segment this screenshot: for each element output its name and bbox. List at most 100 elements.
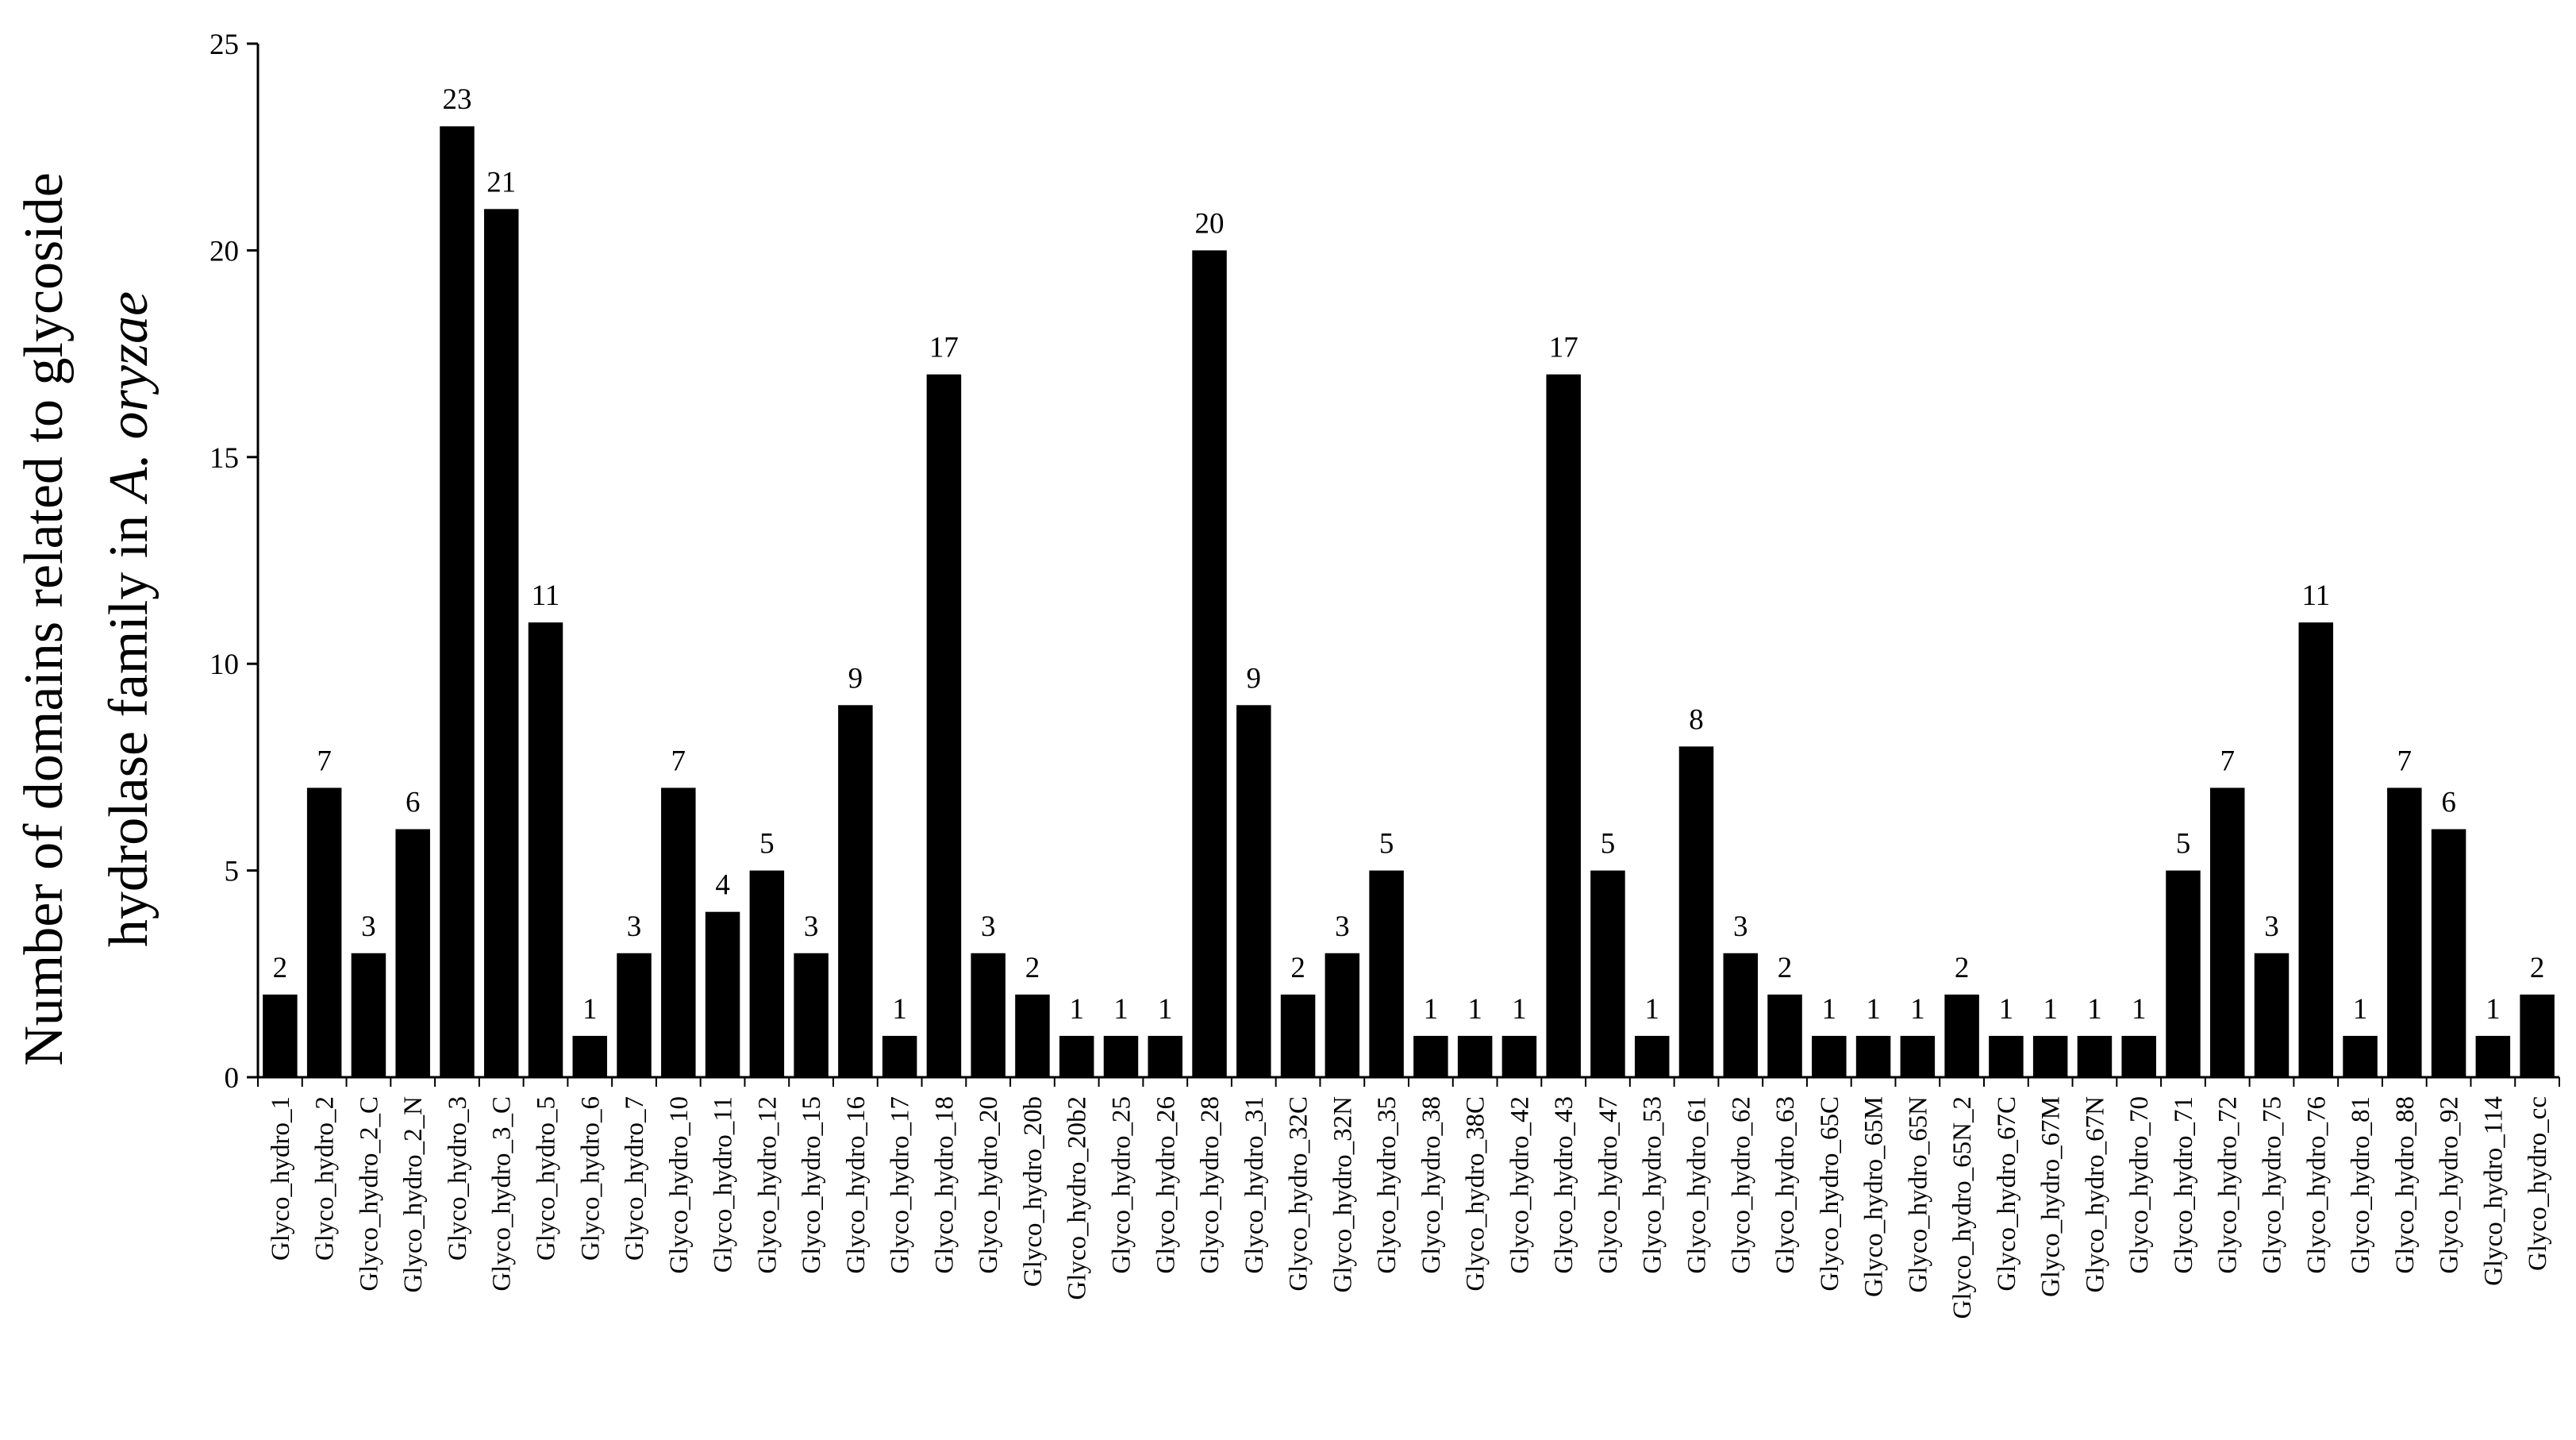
category-label: Glyco_hydro_114 xyxy=(2479,1096,2508,1286)
category-label: Glyco_hydro_2_C xyxy=(355,1096,383,1292)
data-label: 5 xyxy=(759,828,775,861)
category-label: Glyco_hydro_3 xyxy=(444,1096,472,1261)
category-label: Glyco_hydro_20b2 xyxy=(1063,1096,1092,1300)
bar xyxy=(1767,994,1802,1077)
data-label: 3 xyxy=(2264,911,2279,943)
data-label: 6 xyxy=(406,787,421,819)
bar xyxy=(971,953,1005,1077)
category-label: Glyco_hydro_43 xyxy=(1550,1096,1578,1274)
y-axis-label-line2-prefix: hydrolase family in xyxy=(98,501,160,947)
category-label: Glyco_hydro_38 xyxy=(1417,1096,1446,1274)
data-label: 7 xyxy=(317,745,332,777)
data-label: 3 xyxy=(627,911,642,943)
y-axis-label-line2-species: A. oryzae xyxy=(98,291,160,504)
data-label: 23 xyxy=(442,83,471,116)
data-label: 1 xyxy=(2353,993,2368,1026)
bar xyxy=(1590,870,1625,1077)
category-label: Glyco_hydro_1 xyxy=(267,1096,295,1261)
data-label: 1 xyxy=(2486,993,2501,1026)
data-label: 1 xyxy=(1069,993,1084,1026)
category-label: Glyco_hydro_28 xyxy=(1196,1096,1225,1274)
category-label: Glyco_hydro_42 xyxy=(1505,1096,1534,1274)
bar xyxy=(1723,953,1759,1077)
category-label: Glyco_hydro_20 xyxy=(975,1096,1003,1274)
category-label: Glyco_hydro_81 xyxy=(2347,1096,2375,1274)
bar xyxy=(617,953,652,1077)
bar xyxy=(1103,1035,1139,1077)
data-label: 3 xyxy=(1733,911,1748,943)
data-label: 3 xyxy=(981,911,996,943)
bar xyxy=(2343,1035,2378,1077)
data-label: 1 xyxy=(1467,993,1482,1026)
bar xyxy=(2209,787,2245,1077)
data-label: 3 xyxy=(361,911,376,943)
category-label: Glyco_hydro_7 xyxy=(621,1096,649,1261)
category-label: Glyco_hydro_76 xyxy=(2302,1096,2331,1274)
data-label: 3 xyxy=(804,911,819,943)
bar xyxy=(440,126,475,1077)
category-label: Glyco_hydro_38C xyxy=(1462,1096,1490,1292)
data-label: 1 xyxy=(1512,993,1527,1026)
category-label: Glyco_hydro_32C xyxy=(1285,1096,1313,1292)
y-tick-label: 25 xyxy=(210,29,239,61)
bar xyxy=(1457,1035,1493,1077)
bar xyxy=(1280,994,1316,1077)
category-label: Glyco_hydro_32N xyxy=(1328,1096,1357,1293)
data-label: 1 xyxy=(1424,993,1439,1026)
category-label: Glyco_hydro_62 xyxy=(1727,1096,1755,1274)
category-label: Glyco_hydro_11 xyxy=(709,1096,738,1273)
data-label: 1 xyxy=(1999,993,2014,1026)
data-label: 11 xyxy=(2301,579,2330,612)
category-label: Glyco_hydro_53 xyxy=(1639,1096,1667,1274)
data-label: 1 xyxy=(1910,993,1925,1026)
bar xyxy=(838,705,873,1077)
bar xyxy=(2475,1035,2511,1077)
y-axis-label: Number of domains related to glycoside h… xyxy=(13,172,160,1066)
bar xyxy=(1059,1035,1094,1077)
category-label: Glyco_hydro_63 xyxy=(1771,1096,1800,1274)
category-label: Glyco_hydro_88 xyxy=(2391,1096,2420,1274)
category-label: Glyco_hydro_3_C xyxy=(488,1096,517,1292)
bar xyxy=(1855,1035,1891,1077)
category-labels: Glyco_hydro_1 Glyco_hydro_2 Glyco_hydro_2_… xyxy=(257,1077,2560,1319)
data-label: 9 xyxy=(1247,662,1262,695)
category-label: Glyco_hydro_61 xyxy=(1683,1096,1712,1274)
data-label: 2 xyxy=(2530,952,2545,984)
bar xyxy=(749,870,785,1077)
bar xyxy=(1325,953,1360,1077)
category-label: Glyco_hydro_67N xyxy=(2081,1096,2109,1293)
y-tick-label: 15 xyxy=(210,442,239,475)
category-label: Glyco_hydro_65C xyxy=(1816,1096,1844,1292)
data-label: 17 xyxy=(1549,332,1578,364)
data-label: 2 xyxy=(1025,952,1040,984)
data-label: 1 xyxy=(1158,993,1173,1026)
category-label: Glyco_hydro_47 xyxy=(1594,1096,1623,1274)
bar xyxy=(794,953,829,1077)
category-label: Glyco_hydro_65N_2 xyxy=(1948,1096,1977,1319)
bar xyxy=(1369,870,1404,1077)
bar xyxy=(1236,705,1271,1077)
category-label: Glyco_hydro_70 xyxy=(2125,1096,2154,1274)
category-label: Glyco_hydro_15 xyxy=(798,1096,826,1274)
data-label: 1 xyxy=(1822,993,1837,1026)
bar xyxy=(1148,1035,1183,1077)
y-tick-label: 5 xyxy=(225,856,240,888)
category-label: Glyco_hydro_67M xyxy=(2037,1096,2066,1297)
category-label: Glyco_hydro_16 xyxy=(842,1096,871,1274)
data-label: 9 xyxy=(848,662,863,695)
category-label: Glyco_hydro_35 xyxy=(1373,1096,1401,1274)
bar xyxy=(1015,994,1050,1077)
data-label: 1 xyxy=(2132,993,2147,1026)
data-label: 8 xyxy=(1689,703,1704,736)
bar xyxy=(2520,994,2555,1077)
category-label: Glyco_hydro_65M xyxy=(1860,1096,1889,1297)
data-label: 1 xyxy=(2043,993,2058,1026)
y-tick-label: 10 xyxy=(210,649,239,681)
bar xyxy=(1812,1035,1847,1077)
y-tick-label: 20 xyxy=(210,235,239,268)
bar xyxy=(1413,1035,1448,1077)
data-label: 2 xyxy=(1778,952,1793,984)
category-label: Glyco_hydro_5 xyxy=(533,1096,561,1261)
